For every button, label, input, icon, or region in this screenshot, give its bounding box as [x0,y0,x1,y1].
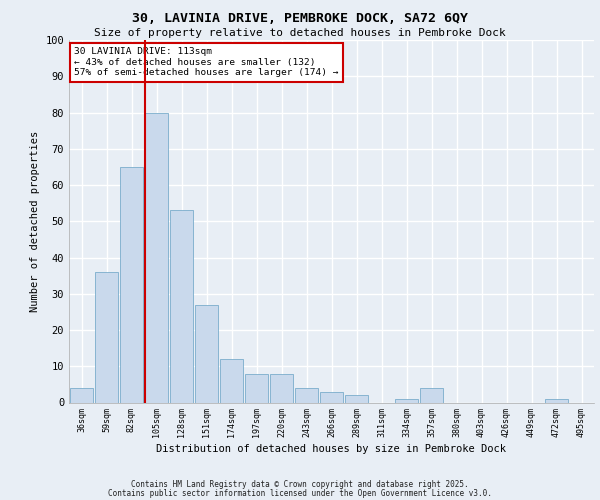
Text: Contains public sector information licensed under the Open Government Licence v3: Contains public sector information licen… [108,488,492,498]
Bar [195,304,218,402]
Bar [120,167,143,402]
Text: 30, LAVINIA DRIVE, PEMBROKE DOCK, SA72 6QY: 30, LAVINIA DRIVE, PEMBROKE DOCK, SA72 6… [132,12,468,26]
Bar [145,112,168,403]
Text: Size of property relative to detached houses in Pembroke Dock: Size of property relative to detached ho… [94,28,506,38]
Bar [170,210,193,402]
Bar [220,359,243,403]
Bar [420,388,443,402]
Bar [270,374,293,402]
Bar [295,388,318,402]
Text: 30 LAVINIA DRIVE: 113sqm
← 43% of detached houses are smaller (132)
57% of semi-: 30 LAVINIA DRIVE: 113sqm ← 43% of detach… [74,48,339,77]
Bar [345,395,368,402]
Bar [395,399,418,402]
Bar [320,392,343,402]
Bar [545,399,568,402]
Bar [245,374,268,402]
Bar [70,388,93,402]
Text: Contains HM Land Registry data © Crown copyright and database right 2025.: Contains HM Land Registry data © Crown c… [131,480,469,489]
Bar [95,272,118,402]
Y-axis label: Number of detached properties: Number of detached properties [30,130,40,312]
X-axis label: Distribution of detached houses by size in Pembroke Dock: Distribution of detached houses by size … [157,444,506,454]
